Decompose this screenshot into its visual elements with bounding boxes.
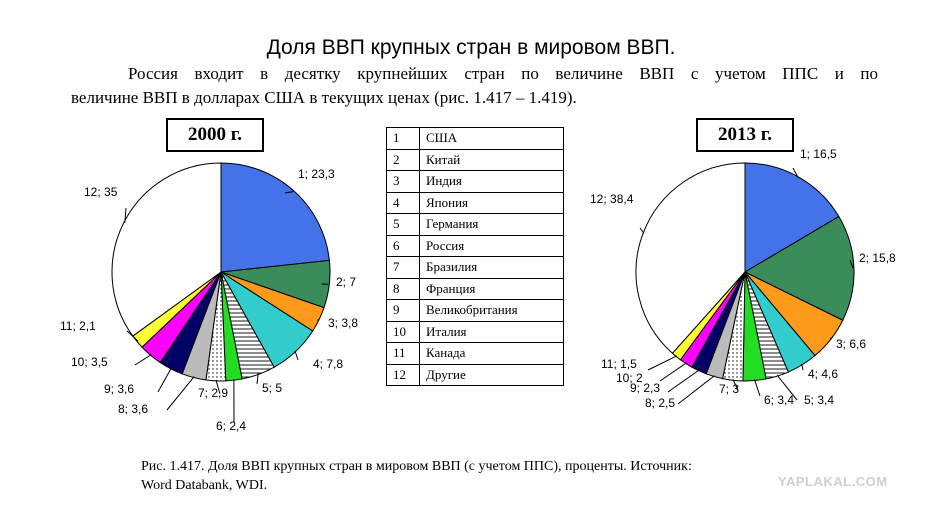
leader-line xyxy=(294,350,299,361)
slice-label: 8; 3,6 xyxy=(118,402,148,416)
legend-row: 9 Великобритания xyxy=(386,299,564,322)
legend-number: 6 xyxy=(386,234,420,257)
pie-2000: 1; 23,3 2; 7 3; 3,8 4; 7,8 5; 5 6; 2,4 7; 2,9 8… xyxy=(60,162,358,433)
slice-label: 7; 2,9 xyxy=(198,386,228,400)
slice-label: 9; 2,3 xyxy=(630,381,660,395)
legend-country: Китай xyxy=(419,148,564,171)
legend-number: 8 xyxy=(386,277,420,300)
slice-label: 1; 16,5 xyxy=(800,147,837,161)
legend-country: Германия xyxy=(419,213,564,236)
slice-label: 4; 7,8 xyxy=(313,357,343,371)
legend-row: 4 Япония xyxy=(386,191,564,214)
legend-row: 3 Индия xyxy=(386,170,564,193)
leader-line xyxy=(134,354,152,366)
slice-label: 7; 3 xyxy=(719,382,739,396)
leader-line xyxy=(256,373,259,385)
legend-row: 8 Франция xyxy=(386,277,564,300)
slice-label: 2; 7 xyxy=(336,275,356,289)
legend-country: Италия xyxy=(419,320,564,343)
leader-line xyxy=(157,367,172,393)
leader-line xyxy=(166,376,195,411)
leader-line xyxy=(215,379,221,395)
leader-line xyxy=(849,259,854,269)
slice-label: 4; 4,6 xyxy=(808,367,838,381)
slice-label: 5; 5 xyxy=(262,381,282,395)
leader-line xyxy=(647,355,678,371)
figure-caption-line-1: Рис. 1.417. Доля ВВП крупных стран в мир… xyxy=(141,459,692,474)
legend-country: Россия xyxy=(419,234,564,257)
legend-table: 1 США 2 Китай 3 Индия 4 Япония 5 Германия 6 Россия 7… xyxy=(386,127,564,386)
legend-country: Канада xyxy=(419,342,564,365)
legend-row: 6 Россия xyxy=(386,234,564,257)
legend-row: 2 Китай xyxy=(386,148,564,171)
legend-number: 4 xyxy=(386,191,420,214)
legend-number: 1 xyxy=(386,127,420,150)
leader-line xyxy=(732,379,739,391)
legend-number: 11 xyxy=(386,342,420,365)
leader-line xyxy=(639,227,645,234)
watermark: YAPLAKAL.COM xyxy=(778,474,888,489)
legend-number: 7 xyxy=(386,256,420,279)
legend-row: 11 Канада xyxy=(386,342,564,365)
slice-label: 6; 3,4 xyxy=(764,393,794,407)
leader-line xyxy=(801,363,804,371)
legend-number: 12 xyxy=(386,363,420,386)
legend-row: 5 Германия xyxy=(386,213,564,236)
leader-line xyxy=(284,191,294,194)
leader-line xyxy=(829,337,833,340)
legend-number: 9 xyxy=(386,299,420,322)
intro-line-2: величине ВВП в долларах США в текущих це… xyxy=(71,88,577,107)
legend-number: 5 xyxy=(386,213,420,236)
pie-slice xyxy=(743,215,855,321)
slice-label: 12; 35 xyxy=(84,185,118,199)
slice-label: 11; 1,5 xyxy=(601,357,637,371)
page-title: Доля ВВП крупных стран в мировом ВВП. xyxy=(266,36,676,59)
legend-row: 12 Другие xyxy=(386,363,564,386)
leader-line xyxy=(667,369,700,393)
slice-label: 2; 15,8 xyxy=(859,251,896,265)
legend-row: 1 США xyxy=(386,127,564,150)
slice-label: 6; 2,4 xyxy=(216,419,246,433)
slice-label: 3; 6,6 xyxy=(836,337,866,351)
pie-2013: 1; 16,5 2; 15,8 3; 6,6 4; 4,6 5; 3,4 6; 3,4 7;… xyxy=(590,147,896,410)
legend-row: 7 Бразилия xyxy=(386,256,564,279)
year-label-2000: 2000 г. xyxy=(166,118,264,152)
slice-label: 9; 3,6 xyxy=(104,382,134,396)
legend-country: Бразилия xyxy=(419,256,564,279)
legend-country: Другие xyxy=(419,363,564,386)
leader-line xyxy=(754,379,761,397)
legend-number: 3 xyxy=(386,170,420,193)
pie-slice xyxy=(220,162,330,273)
legend-country: Великобритания xyxy=(419,299,564,322)
leader-line xyxy=(124,207,127,224)
legend-country: Япония xyxy=(419,191,564,214)
leader-line xyxy=(776,374,798,401)
leader-line xyxy=(677,375,715,405)
slice-label: 8; 2,5 xyxy=(645,396,675,410)
intro-line-1: Россия входит в десятку крупнейших стран… xyxy=(128,64,878,83)
legend-number: 2 xyxy=(386,148,420,171)
legend-country: Франция xyxy=(419,277,564,300)
slice-label: 1; 23,3 xyxy=(298,167,335,181)
leader-line xyxy=(792,167,799,179)
pie-slice xyxy=(744,162,840,273)
slice-label: 3; 3,8 xyxy=(328,316,358,330)
figure-caption-line-2: Word Databank, WDI. xyxy=(141,478,268,493)
legend-row: 10 Италия xyxy=(386,320,564,343)
slice-label: 11; 2,1 xyxy=(60,319,96,333)
leader-line xyxy=(659,362,687,382)
slice-label: 12; 38,4 xyxy=(590,192,634,206)
pie-slice xyxy=(111,162,222,337)
legend-country: Индия xyxy=(419,170,564,193)
legend-country: США xyxy=(419,127,564,150)
slice-label: 5; 3,4 xyxy=(804,393,834,407)
legend-number: 10 xyxy=(386,320,420,343)
slice-label: 10; 3,5 xyxy=(71,355,108,369)
slice-label: 10; 2 xyxy=(616,371,643,385)
year-label-2013: 2013 г. xyxy=(696,118,794,152)
